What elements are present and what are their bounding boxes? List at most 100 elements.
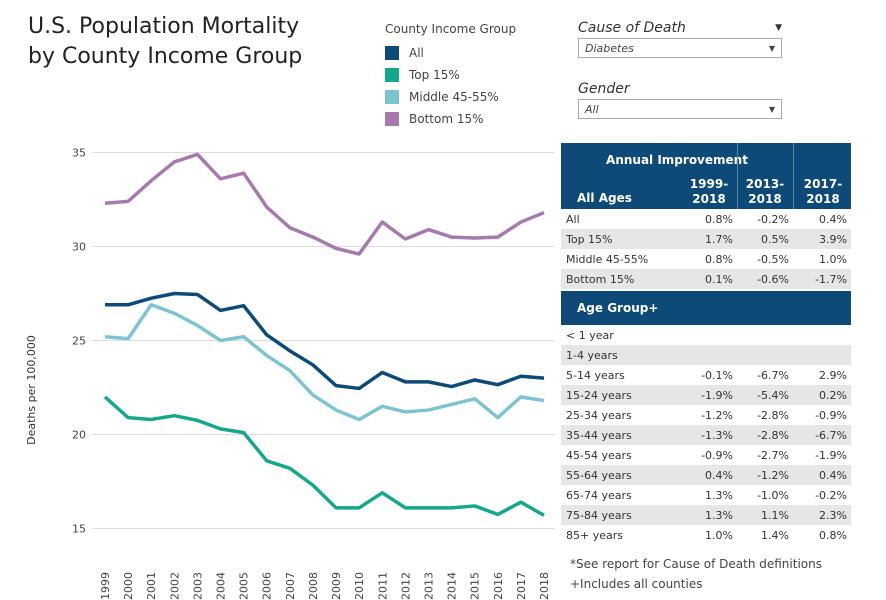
legend-item-bottom[interactable]: Bottom 15% bbox=[385, 108, 516, 130]
row-label: 45-54 years bbox=[566, 448, 632, 462]
all-ages-label: All Ages bbox=[577, 191, 632, 205]
header-divider bbox=[737, 143, 738, 209]
row-value: 0.8% bbox=[705, 252, 733, 266]
legend-item-top[interactable]: Top 15% bbox=[385, 64, 516, 86]
row-value: -1.9% bbox=[815, 448, 847, 462]
x-tick-label: 2004 bbox=[215, 572, 228, 600]
x-tick-label: 2017 bbox=[515, 572, 528, 600]
table-row: 85+ years 1.0% 1.4% 0.8% bbox=[561, 525, 851, 545]
row-value: -0.6% bbox=[757, 272, 789, 286]
table-row: All 0.8% -0.2% 0.4% bbox=[561, 209, 851, 229]
legend-title: County Income Group bbox=[385, 22, 517, 36]
legend-item-middle[interactable]: Middle 45-55% bbox=[385, 86, 516, 108]
row-value: 1.4% bbox=[761, 528, 789, 542]
cause-select-value: Diabetes bbox=[585, 42, 634, 55]
row-value: 1.0% bbox=[819, 252, 847, 266]
row-value: -1.9% bbox=[701, 388, 733, 402]
cause-filter-label: Cause of Death bbox=[578, 20, 686, 36]
improvement-table: Annual Improvement All Ages 1999- 2018 2… bbox=[561, 143, 851, 545]
cause-filter-menu-icon[interactable]: ▼ bbox=[775, 23, 782, 33]
chevron-down-icon: ▼ bbox=[768, 44, 775, 53]
row-label: 15-24 years bbox=[566, 388, 632, 402]
row-value: 0.2% bbox=[819, 388, 847, 402]
footnote-counties: +Includes all counties bbox=[570, 577, 703, 591]
row-value: -5.4% bbox=[757, 388, 789, 402]
row-value: 0.1% bbox=[705, 272, 733, 286]
row-value: 2.3% bbox=[819, 508, 847, 522]
gender-select[interactable]: All ▼ bbox=[578, 99, 782, 119]
x-tick-label: 2003 bbox=[191, 572, 204, 600]
x-tick-label: 2009 bbox=[330, 572, 343, 600]
table-row: Middle 45-55% 0.8% -0.5% 1.0% bbox=[561, 249, 851, 269]
row-label: 25-34 years bbox=[566, 408, 632, 422]
x-tick-label: 2000 bbox=[122, 572, 135, 600]
legend-swatch-middle bbox=[385, 90, 399, 104]
table-row: 65-74 years 1.3% -1.0% -0.2% bbox=[561, 485, 851, 505]
row-label: 1-4 years bbox=[566, 348, 618, 362]
row-label: Top 15% bbox=[566, 232, 613, 246]
series-line-bottom-15-[interactable] bbox=[104, 152, 545, 256]
chart-title: U.S. Population Mortality by County Inco… bbox=[28, 12, 302, 72]
col-header-2017-2018: 2017- 2018 bbox=[803, 177, 843, 206]
y-tick-label: 25 bbox=[72, 335, 86, 348]
cause-select[interactable]: Diabetes ▼ bbox=[578, 38, 782, 58]
row-label: All bbox=[566, 212, 580, 226]
legend-label-bottom: Bottom 15% bbox=[409, 112, 484, 126]
col-header-1999-2018: 1999- 2018 bbox=[689, 177, 729, 206]
x-tick-label: 2008 bbox=[307, 572, 320, 600]
legend-item-all[interactable]: All bbox=[385, 42, 516, 64]
row-value: -6.7% bbox=[757, 368, 789, 382]
row-value: 0.4% bbox=[819, 212, 847, 226]
x-tick-label: 2011 bbox=[376, 572, 389, 600]
x-tick-label: 2002 bbox=[168, 572, 181, 600]
legend-label-middle: Middle 45-55% bbox=[409, 90, 499, 104]
x-tick-label: 2018 bbox=[538, 572, 551, 600]
x-tick-label: 2005 bbox=[238, 572, 251, 600]
legend-swatch-all bbox=[385, 46, 399, 60]
row-value: -1.2% bbox=[701, 408, 733, 422]
table-row: 1-4 years bbox=[561, 345, 851, 365]
series-line-all[interactable] bbox=[105, 291, 545, 391]
col-header-2013-2018: 2013- 2018 bbox=[745, 177, 785, 206]
series-line-top-15-[interactable] bbox=[103, 395, 545, 517]
row-label: 65-74 years bbox=[566, 488, 632, 502]
legend-label-all: All bbox=[409, 46, 424, 60]
table-row: < 1 year bbox=[561, 325, 851, 345]
table-row: Top 15% 1.7% 0.5% 3.9% bbox=[561, 229, 851, 249]
row-value: 3.9% bbox=[819, 232, 847, 246]
row-label: 85+ years bbox=[566, 528, 623, 542]
row-label: 55-64 years bbox=[566, 468, 632, 482]
row-value: 0.4% bbox=[705, 468, 733, 482]
y-tick-label: 30 bbox=[72, 241, 86, 254]
table-row: 25-34 years -1.2% -2.8% -0.9% bbox=[561, 405, 851, 425]
chart-title-line1: U.S. Population Mortality bbox=[28, 14, 300, 39]
x-tick-label: 2010 bbox=[353, 572, 366, 600]
legend-label-top: Top 15% bbox=[409, 68, 460, 82]
series-line-middle-45-55-[interactable] bbox=[104, 303, 545, 422]
row-label: < 1 year bbox=[566, 328, 614, 342]
legend-swatch-bottom bbox=[385, 112, 399, 126]
y-tick-label: 35 bbox=[72, 147, 86, 160]
x-tick-label: 2015 bbox=[469, 572, 482, 600]
row-value: 2.9% bbox=[819, 368, 847, 382]
row-value: -0.1% bbox=[701, 368, 733, 382]
row-value: 1.7% bbox=[705, 232, 733, 246]
row-label: Bottom 15% bbox=[566, 272, 635, 286]
chart-title-line2: by County Income Group bbox=[28, 44, 303, 69]
footnotes: *See report for Cause of Death definitio… bbox=[570, 554, 822, 594]
row-value: -0.2% bbox=[757, 212, 789, 226]
table-row: 75-84 years 1.3% 1.1% 2.3% bbox=[561, 505, 851, 525]
cause-filter: Cause of Death ▼ Diabetes ▼ bbox=[578, 20, 782, 58]
x-tick-label: 1999 bbox=[99, 572, 112, 600]
row-value: -1.3% bbox=[701, 428, 733, 442]
age-group-header: Age Group+ bbox=[561, 291, 851, 325]
row-value: 0.8% bbox=[705, 212, 733, 226]
y-tick-label: 20 bbox=[72, 429, 86, 442]
table-row: 55-64 years 0.4% -1.2% 0.4% bbox=[561, 465, 851, 485]
x-tick-label: 2014 bbox=[446, 572, 459, 600]
row-label: 35-44 years bbox=[566, 428, 632, 442]
row-value: -1.2% bbox=[757, 468, 789, 482]
header-divider bbox=[793, 143, 794, 209]
row-value: -0.9% bbox=[701, 448, 733, 462]
row-value: -2.7% bbox=[757, 448, 789, 462]
